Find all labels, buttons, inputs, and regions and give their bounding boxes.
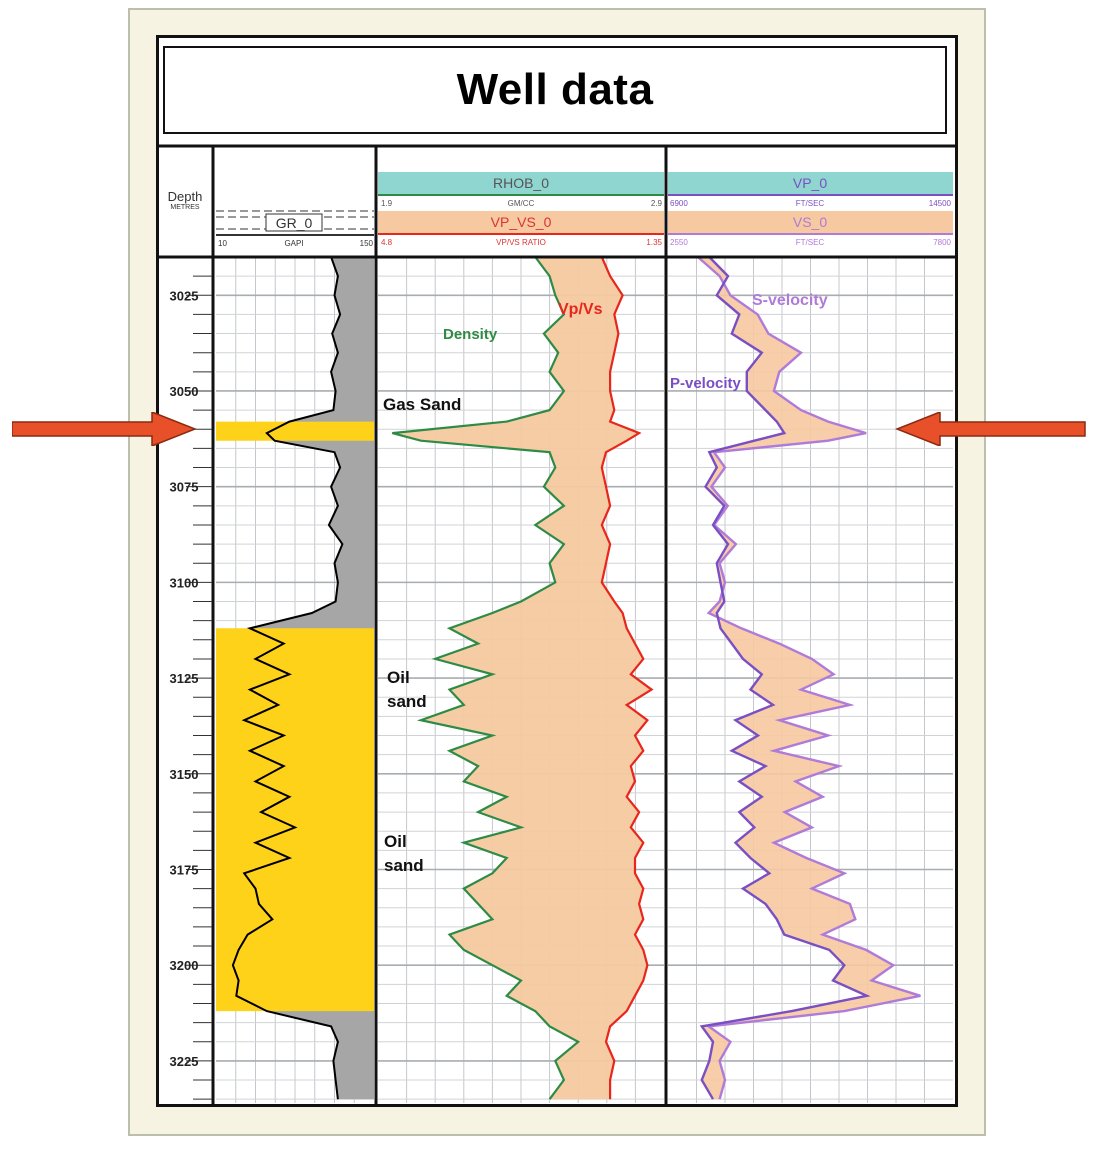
vs-curve [697, 256, 921, 1100]
depth-tick-label: 3025 [170, 288, 199, 303]
depth-header-units: METRES [170, 204, 200, 211]
gr-curve [231, 256, 344, 1100]
depth-tick-label: 3050 [170, 384, 199, 399]
vp-min: 6900 [670, 199, 688, 208]
gr-sand-fill [266, 421, 374, 441]
page-title: Well data [456, 65, 654, 114]
oil-sand-2-line1: Oil [384, 832, 407, 851]
oil-sand-1-line2: sand [387, 692, 427, 711]
rhob-min: 1.9 [381, 199, 393, 208]
vpvs-header-label: VP_VS_0 [491, 214, 552, 230]
right-arrow-icon [895, 412, 1086, 446]
title-box: Well data [163, 46, 947, 134]
vpvs-curve [600, 256, 654, 1100]
gr-max: 150 [360, 239, 374, 248]
depth-tick-label: 3150 [170, 767, 199, 782]
gr-min: 10 [218, 239, 227, 248]
depth-tick-label: 3075 [170, 480, 199, 495]
depth-tick-label: 3100 [170, 575, 199, 590]
vpvs-header-band [378, 211, 664, 233]
depth-tick-label: 3125 [170, 671, 199, 686]
density-curve [392, 256, 581, 1100]
vpvs-min: 4.8 [381, 238, 393, 247]
gr-sand-fill [232, 628, 374, 1012]
vp-max: 14500 [929, 199, 952, 208]
gr-header-label: GR_0 [276, 215, 313, 231]
rhob-max: 2.9 [651, 199, 663, 208]
vs-max: 7800 [933, 238, 951, 247]
vp-vs-fill [697, 257, 921, 1100]
gr-sand-fill [216, 421, 290, 441]
vp-curve [699, 256, 871, 1100]
density-vpvs-fill [392, 257, 652, 1100]
track-borders [158, 144, 956, 1105]
vpvs-label: Vp/Vs [558, 301, 603, 318]
vpvs-unit: VP/VS RATIO [496, 238, 546, 247]
vs-unit: FT/SEC [796, 238, 825, 247]
rhob-header-label: RHOB_0 [493, 175, 549, 191]
curves [231, 256, 921, 1100]
oil-sand-2-line2: sand [384, 856, 424, 875]
depth-ticks: 3025 3050 3075 3100 3125 3150 3175 3200 3225 [170, 275, 212, 1100]
vp-header-label: VP_0 [793, 175, 827, 191]
rhob-header-band [378, 172, 664, 194]
vp-header-band [668, 172, 953, 194]
depth-tick-label: 3175 [170, 862, 199, 877]
p-velocity-label: P-velocity [670, 375, 742, 392]
fill-areas [216, 257, 921, 1100]
vpvs-max: 1.35 [646, 238, 662, 247]
depth-tick-label: 3225 [170, 1054, 199, 1069]
gr-sand-fill [216, 628, 295, 1012]
vs-header-label: VS_0 [793, 214, 827, 230]
vs-header-band [668, 211, 953, 233]
gas-sand-label: Gas Sand [383, 395, 461, 414]
density-label: Density [443, 326, 498, 343]
s-velocity-label: S-velocity [752, 292, 828, 309]
depth-tick-label: 3200 [170, 958, 199, 973]
gr-unit: GAPI [284, 239, 303, 248]
gr-label-box [265, 213, 323, 232]
vs-min: 2550 [670, 238, 688, 247]
depth-header-label: Depth [168, 189, 203, 204]
rhob-unit: GM/CC [508, 199, 535, 208]
vp-unit: FT/SEC [796, 199, 825, 208]
oil-sand-1-line1: Oil [387, 668, 410, 687]
left-arrow-icon [12, 412, 197, 446]
